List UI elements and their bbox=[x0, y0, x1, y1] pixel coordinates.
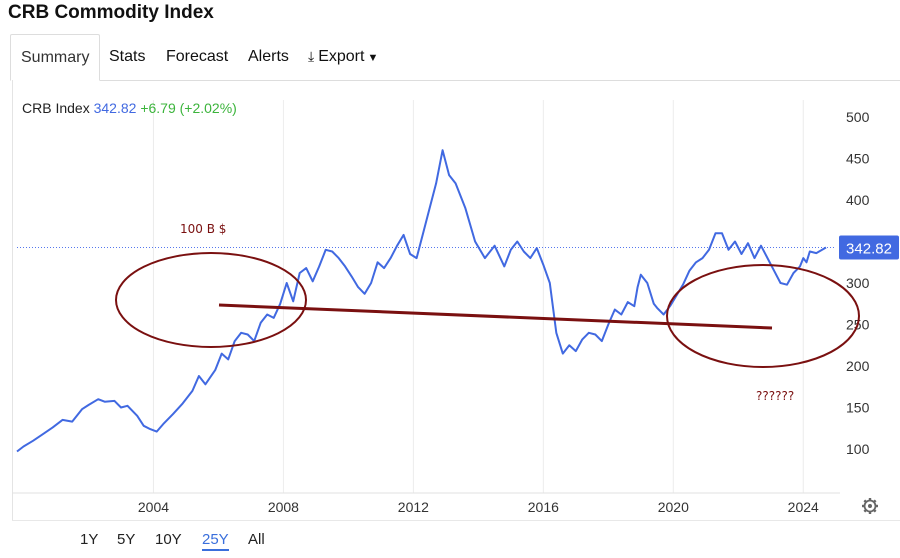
x-tick-label: 2020 bbox=[658, 499, 689, 515]
tab-bar: Summary Stats Forecast Alerts ⤓ Export ▼ bbox=[10, 34, 900, 81]
page-title: CRB Commodity Index bbox=[8, 2, 214, 23]
download-icon: ⤓ bbox=[308, 48, 315, 64]
annotation-trend-line bbox=[218, 303, 773, 330]
price-tag-box bbox=[839, 235, 899, 260]
tab-summary[interactable]: Summary bbox=[10, 34, 101, 81]
tab-forecast[interactable]: Forecast bbox=[166, 48, 229, 65]
range-25y[interactable]: 25Y bbox=[202, 531, 229, 551]
annotation-note-right: ?????? bbox=[756, 389, 794, 403]
gear-ring bbox=[863, 499, 877, 513]
gear-hub bbox=[868, 504, 872, 508]
tab-export-label: Export bbox=[318, 48, 365, 65]
chart-area bbox=[12, 80, 900, 520]
annotation-circle-right bbox=[666, 264, 860, 368]
x-tick-label: 2024 bbox=[788, 499, 819, 515]
y-tick-label: 400 bbox=[846, 192, 870, 208]
annotation-circle-left bbox=[115, 252, 307, 348]
y-tick-label: 200 bbox=[846, 358, 870, 374]
range-5y[interactable]: 5Y bbox=[117, 531, 136, 548]
tab-export[interactable]: ⤓ Export ▼ bbox=[308, 34, 378, 79]
chevron-down-icon: ▼ bbox=[367, 52, 379, 64]
tab-stats[interactable]: Stats bbox=[109, 48, 146, 65]
divider bbox=[12, 520, 900, 521]
x-tick-label: 2012 bbox=[398, 499, 429, 515]
chart-legend: CRB Index 342.82 +6.79 (+2.02%) bbox=[22, 100, 237, 116]
price-tag-label: 342.82 bbox=[846, 240, 892, 257]
y-tick-label: 500 bbox=[846, 109, 870, 125]
y-tick-label: 300 bbox=[846, 275, 870, 291]
x-tick-label: 2016 bbox=[528, 499, 559, 515]
x-tick-label: 2008 bbox=[268, 499, 299, 515]
y-tick-label: 450 bbox=[846, 151, 870, 167]
legend-series-name: CRB Index bbox=[22, 100, 90, 116]
range-1y[interactable]: 1Y bbox=[80, 531, 99, 548]
y-tick-label: 100 bbox=[846, 441, 870, 457]
legend-value: 342.82 bbox=[93, 100, 137, 116]
annotation-note-top: 100 B $ bbox=[180, 222, 226, 236]
tab-alerts[interactable]: Alerts bbox=[248, 48, 289, 65]
range-all[interactable]: All bbox=[248, 531, 265, 548]
legend-change: +6.79 (+2.02%) bbox=[140, 100, 237, 116]
x-tick-label: 2004 bbox=[138, 499, 169, 515]
gear-icon[interactable] bbox=[862, 498, 878, 514]
y-tick-label: 150 bbox=[846, 400, 870, 416]
series-line bbox=[16, 149, 827, 453]
range-10y[interactable]: 10Y bbox=[155, 531, 182, 548]
